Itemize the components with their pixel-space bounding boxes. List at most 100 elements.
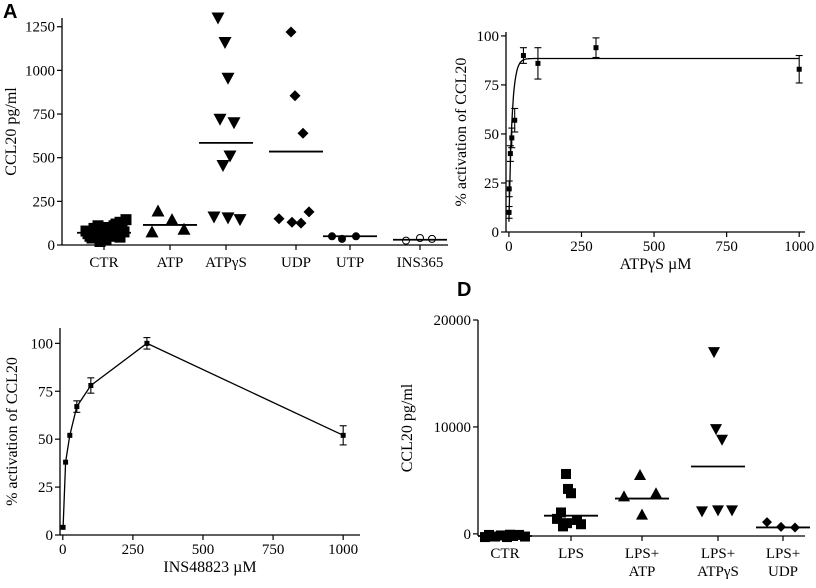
x-tick-label: LPS+ bbox=[701, 546, 735, 562]
data-point bbox=[726, 505, 738, 517]
data-point bbox=[712, 505, 724, 517]
x-tick-label: 250 bbox=[122, 542, 145, 558]
panel-a: A 0 250 500 750 1000 1250 CCL20 pg/ml CTR ATP ATPγ… bbox=[3, 1, 448, 271]
data-point bbox=[213, 113, 227, 126]
x-tick-label: UDP bbox=[768, 564, 798, 580]
data-point bbox=[696, 506, 708, 518]
data-point bbox=[340, 432, 346, 438]
x-tick-label: ATP bbox=[157, 255, 184, 271]
series-line bbox=[62, 342, 344, 528]
data-point bbox=[100, 234, 112, 246]
y-tick-label: 20000 bbox=[434, 313, 472, 329]
data-point bbox=[556, 507, 566, 518]
data-point bbox=[636, 508, 648, 520]
data-point bbox=[289, 90, 301, 102]
data-point bbox=[211, 12, 225, 25]
x-tick-label: 0 bbox=[505, 239, 513, 255]
data-point bbox=[116, 223, 128, 235]
data-point bbox=[177, 222, 191, 235]
y-tick-label: 100 bbox=[477, 29, 500, 45]
x-tick-label: LPS+ bbox=[625, 546, 659, 562]
data-point bbox=[67, 432, 73, 438]
y-tick-label: 0 bbox=[46, 528, 54, 544]
x-tick-label: ATPγS bbox=[697, 564, 739, 580]
data-point bbox=[297, 127, 309, 139]
data-point bbox=[506, 186, 512, 192]
x-tick-label: 250 bbox=[570, 239, 593, 255]
data-point bbox=[151, 204, 165, 217]
data-point bbox=[223, 150, 237, 163]
data-point bbox=[114, 231, 126, 243]
x-tick-label: LPS bbox=[558, 546, 584, 562]
data-point bbox=[506, 209, 512, 215]
data-point bbox=[165, 213, 179, 226]
x-tick-label: 1000 bbox=[784, 239, 814, 255]
x-tick-label: INS365 bbox=[397, 255, 444, 271]
x-tick-label: CTR bbox=[89, 255, 118, 271]
y-axis-label: % activation of CCL20 bbox=[4, 357, 21, 506]
y-tick-label: 1000 bbox=[25, 63, 55, 79]
x-tick-label: 500 bbox=[643, 239, 666, 255]
y-tick-label: 50 bbox=[484, 127, 499, 143]
y-tick-label: 750 bbox=[33, 107, 56, 123]
data-point bbox=[88, 383, 94, 388]
data-point bbox=[762, 517, 772, 528]
data-point bbox=[512, 117, 518, 123]
data-point bbox=[216, 160, 230, 173]
panel-d: D 0 10000 20000 CCL20 pg/ml CTR LPS LPS+ ATP LPS+… bbox=[399, 279, 810, 580]
panel-label: D bbox=[457, 279, 471, 301]
data-point bbox=[514, 529, 524, 540]
data-point bbox=[92, 220, 104, 232]
data-point bbox=[708, 347, 720, 359]
panel-label: A bbox=[3, 1, 17, 23]
data-point bbox=[535, 60, 541, 66]
fit-curve bbox=[508, 57, 800, 222]
x-tick-label: ATPγS bbox=[205, 255, 247, 271]
data-point bbox=[593, 45, 599, 51]
data-point bbox=[509, 135, 515, 141]
data-point bbox=[63, 459, 69, 465]
x-tick-label: 750 bbox=[715, 239, 738, 255]
x-tick-label: UTP bbox=[336, 255, 364, 271]
data-point bbox=[618, 490, 630, 502]
data-point bbox=[273, 213, 285, 225]
x-axis-label: ATPγS µM bbox=[620, 256, 692, 273]
data-point bbox=[120, 214, 132, 226]
y-axis-label: CCL20 pg/ml bbox=[3, 87, 20, 176]
data-point bbox=[716, 434, 728, 446]
x-tick-label: 500 bbox=[192, 542, 215, 558]
y-tick-label: 500 bbox=[33, 151, 56, 167]
data-point bbox=[561, 468, 571, 479]
data-point bbox=[221, 72, 235, 85]
y-tick-label: 75 bbox=[484, 78, 499, 94]
y-axis-label: % activation of CCL20 bbox=[453, 58, 470, 207]
y-tick-label: 0 bbox=[464, 527, 472, 543]
data-point bbox=[60, 524, 66, 530]
data-point bbox=[218, 36, 232, 49]
data-point bbox=[207, 211, 221, 224]
data-point bbox=[233, 214, 247, 227]
data-point bbox=[94, 236, 106, 248]
y-tick-label: 75 bbox=[38, 384, 53, 400]
y-tick-label: 0 bbox=[48, 238, 56, 254]
data-point bbox=[505, 529, 515, 540]
data-point bbox=[295, 217, 307, 229]
data-point bbox=[303, 206, 315, 218]
x-tick-label: UDP bbox=[281, 255, 311, 271]
y-tick-label: 100 bbox=[31, 336, 54, 352]
data-point bbox=[480, 532, 490, 543]
data-point bbox=[507, 151, 513, 157]
data-point bbox=[106, 230, 118, 242]
x-tick-label: LPS+ bbox=[766, 546, 800, 562]
data-point bbox=[98, 222, 110, 234]
y-tick-label: 10000 bbox=[434, 420, 472, 436]
y-tick-label: 25 bbox=[38, 480, 53, 496]
data-point bbox=[286, 216, 298, 228]
data-point bbox=[576, 519, 586, 530]
data-point bbox=[74, 404, 80, 410]
x-tick-label: 750 bbox=[262, 542, 285, 558]
data-point bbox=[558, 521, 568, 532]
x-axis-label: INS48823 µM bbox=[163, 559, 256, 576]
